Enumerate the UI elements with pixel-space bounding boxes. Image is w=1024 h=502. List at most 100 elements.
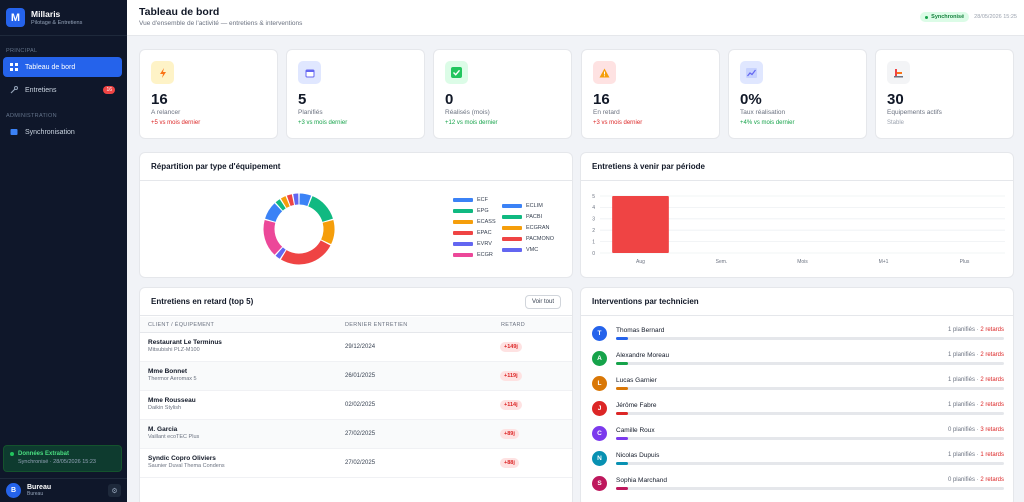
progress-fill <box>616 412 628 415</box>
donut-slice[interactable] <box>280 240 331 265</box>
kpi-value: 30 <box>887 91 904 108</box>
table-row[interactable]: Mme Rousseau Daikin Stylish 02/02/2025 +1… <box>140 391 572 420</box>
technician-row[interactable]: J Jérôme Fabre 1 planifiés · 2 retards <box>592 399 1004 419</box>
planned-count: 1 planifiés <box>947 402 975 408</box>
panel-title: Entretiens à venir par période <box>581 153 1013 181</box>
kpi-label: Planifiés <box>298 109 323 116</box>
legend-item[interactable]: ECF <box>453 197 488 203</box>
legend-item[interactable]: ECGRAN <box>502 225 550 231</box>
kpi-value: 5 <box>298 91 307 108</box>
donut-slice[interactable] <box>307 196 333 223</box>
kpi-value: 0 <box>445 91 454 108</box>
kpi-card-en-retard[interactable]: 16 En retard +3 vs mois dernier <box>581 49 720 139</box>
sidebar-item-synchronisation[interactable]: Synchronisation <box>3 122 122 142</box>
column-header-client[interactable]: CLIENT / ÉQUIPEMENT <box>148 322 215 328</box>
gear-icon[interactable]: ⚙ <box>108 484 121 497</box>
planned-count: 0 planifiés <box>947 427 975 433</box>
table-row[interactable]: Syndic Copro Oliviers Saunier Duval Thema… <box>140 449 572 478</box>
technician-stats: 0 planifiés · 3 retards <box>948 427 1004 433</box>
panel-title: Interventions par technicien <box>581 288 1013 316</box>
client-name: M. Garcia <box>148 426 178 433</box>
kpi-label: A relancer <box>151 109 181 116</box>
table-row[interactable]: M. Garcia Vaillant ecoTEC Plus 27/02/2025… <box>140 420 572 449</box>
kpi-card-a-relancer[interactable]: 16 A relancer +5 vs mois dernier <box>139 49 278 139</box>
table-row[interactable]: Restaurant Le Terminus Mitsubishi PLZ-M10… <box>140 333 572 362</box>
user-bar: B Bureau Bureau ⚙ <box>0 478 127 502</box>
user-role: Bureau <box>27 491 44 497</box>
column-header-last-maintenance[interactable]: DERNIER ENTRETIEN <box>345 322 408 328</box>
technician-stats: 0 planifiés · 2 retards <box>948 477 1004 483</box>
technician-row[interactable]: C Camille Roux 0 planifiés · 3 retards <box>592 424 1004 444</box>
sidebar: M Millaris Pilotage & Entretiens PRINCIP… <box>0 0 127 502</box>
kpi-card-planifies[interactable]: 5 Planifiés +3 vs mois dernier <box>286 49 425 139</box>
legend-label: ECGR <box>477 252 493 258</box>
legend-item[interactable]: PACMONO <box>502 236 554 242</box>
sync-status-box: Données Extrabat Synchronisé · 28/05/202… <box>3 445 122 472</box>
y-tick-label: 3 <box>592 217 595 223</box>
bar[interactable] <box>612 196 669 253</box>
x-tick-label: Mois <box>797 259 808 265</box>
sync-icon <box>10 128 18 136</box>
brand: M Millaris Pilotage & Entretiens <box>0 0 127 36</box>
donut-slice[interactable] <box>286 194 295 207</box>
technician-row[interactable]: N Nicolas Dupuis 1 planifiés · 1 retards <box>592 449 1004 469</box>
legend-swatch <box>502 225 522 230</box>
dashboard-icon <box>10 63 18 71</box>
sidebar-item-dashboard[interactable]: Tableau de bord <box>3 57 122 77</box>
panel-title: Répartition par type d'équipement <box>140 153 572 181</box>
separator: · <box>974 452 981 458</box>
legend-swatch <box>502 203 522 208</box>
equipment-name: Mitsubishi PLZ-M100 <box>148 347 200 353</box>
column-header-late[interactable]: RETARD <box>501 322 526 328</box>
technician-name: Jérôme Fabre <box>616 402 657 409</box>
donut-slice[interactable] <box>321 219 335 245</box>
technician-row[interactable]: A Alexandre Moreau 1 planifiés · 2 retards <box>592 349 1004 369</box>
donut-slice[interactable] <box>280 196 290 208</box>
kpi-trend: +3 vs mois dernier <box>593 120 643 126</box>
legend-item[interactable]: VMC <box>502 247 538 253</box>
technician-row[interactable]: L Lucas Garnier 1 planifiés · 2 retards <box>592 374 1004 394</box>
legend-item[interactable]: ECLIM <box>502 203 543 209</box>
table-row[interactable]: Mme Bonnet Thermor Aeromax 5 26/01/2025 +… <box>140 362 572 391</box>
kpi-card-equipements[interactable]: 30 Equipements actifs Stable <box>875 49 1014 139</box>
avatar[interactable]: B <box>6 483 21 498</box>
donut-slice[interactable] <box>275 247 286 259</box>
late-count: 2 retards <box>980 477 1004 483</box>
kpi-value: 16 <box>151 91 168 108</box>
legend-item[interactable]: PACBI <box>502 214 542 220</box>
donut-slice[interactable] <box>263 219 283 255</box>
legend-item[interactable]: EPAC <box>453 230 492 236</box>
chart-icon <box>740 61 763 84</box>
donut-slice[interactable] <box>265 203 283 223</box>
legend-label: ECF <box>477 197 488 203</box>
legend-item[interactable]: ECGR <box>453 252 493 258</box>
avatar: A <box>592 351 607 366</box>
kpi-card-realises[interactable]: 0 Réalisés (mois) +12 vs mois dernier <box>433 49 572 139</box>
legend-item[interactable]: ECASS <box>453 219 496 225</box>
legend-swatch <box>502 214 522 219</box>
late-badge: +89j <box>500 429 519 439</box>
late-maintenance-panel: Entretiens en retard (top 5) Voir tout C… <box>139 287 573 502</box>
legend-label: EPAC <box>477 230 492 236</box>
legend-item[interactable]: EVRV <box>453 241 492 247</box>
status-dot <box>10 452 14 456</box>
late-count: 2 retards <box>980 327 1004 333</box>
status-badge: Synchronisé <box>920 12 970 22</box>
kpi-card-taux-realisation[interactable]: 0% Taux réalisation +4% vs mois dernier <box>728 49 867 139</box>
view-all-button[interactable]: Voir tout <box>524 294 561 309</box>
donut-slice[interactable] <box>275 199 286 211</box>
equipment-name: Thermor Aeromax 5 <box>148 376 197 382</box>
sync-box-title: Données Extrabat <box>18 451 70 457</box>
separator: · <box>974 402 981 408</box>
technician-row[interactable]: S Sophia Marchand 0 planifiés · 2 retards <box>592 474 1004 494</box>
app-subtitle: Pilotage & Entretiens <box>31 20 83 26</box>
technician-row[interactable]: T Thomas Bernard 1 planifiés · 2 retards <box>592 324 1004 344</box>
legend-item[interactable]: EPG <box>453 208 489 214</box>
planned-count: 1 planifiés <box>947 452 975 458</box>
page-title: Tableau de bord <box>139 6 220 18</box>
late-badge: +119j <box>500 371 522 381</box>
donut-slice[interactable] <box>299 193 312 207</box>
progress-bar <box>616 412 1004 415</box>
separator: · <box>974 477 981 483</box>
sidebar-item-entretiens[interactable]: Entretiens 16 <box>3 80 122 100</box>
